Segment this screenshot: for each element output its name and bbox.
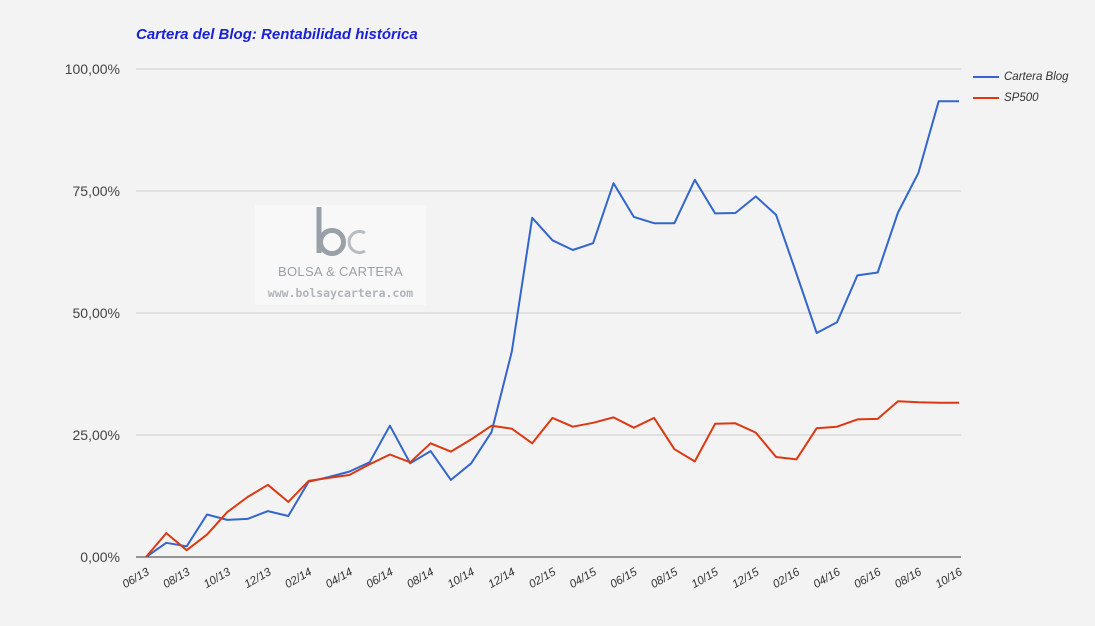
x-tick-labels: 06/13 08/13 10/13 12/13 02/14 04/14 06/14 08/14… [121, 566, 965, 591]
x-tick-label: 04/15 [568, 566, 599, 591]
x-tick-label: 06/13 [121, 566, 152, 591]
legend-label-cartera-blog: Cartera Blog [1004, 70, 1069, 83]
watermark-url: www.bolsaycartera.com [267, 286, 414, 300]
x-tick-label: 10/16 [934, 566, 965, 591]
y-tick-labels: 0,00% 25,00% 50,00% 75,00% 100,00% [65, 61, 120, 565]
x-tick-label: 06/15 [608, 566, 639, 591]
legend: Cartera Blog SP500 [973, 66, 1069, 108]
x-tick-label: 08/13 [161, 566, 192, 591]
y-tick-label: 25,00% [73, 427, 120, 443]
series-line-cartera-blog[interactable] [145, 100, 959, 558]
legend-item-cartera-blog[interactable]: Cartera Blog [973, 66, 1069, 87]
x-tick-label: 06/14 [364, 566, 395, 591]
watermark-name: BOLSA & CARTERA [278, 264, 403, 279]
x-tick-label: 02/16 [771, 566, 802, 591]
x-tick-label: 10/13 [202, 566, 233, 591]
x-tick-label: 04/16 [812, 566, 843, 591]
x-tick-label: 04/14 [324, 566, 355, 591]
y-tick-label: 0,00% [80, 549, 120, 565]
gridlines [136, 68, 961, 558]
y-tick-label: 50,00% [73, 305, 120, 321]
x-tick-label: 12/15 [730, 566, 761, 591]
x-tick-label: 02/15 [527, 566, 558, 591]
series-line-sp500[interactable] [145, 400, 959, 558]
x-tick-label: 08/15 [649, 566, 680, 591]
y-tick-label: 100,00% [65, 61, 120, 77]
y-tick-label: 75,00% [73, 183, 120, 199]
legend-swatch-sp500 [973, 96, 999, 99]
series-lines [145, 100, 959, 558]
legend-swatch-cartera-blog [973, 75, 999, 78]
x-tick-label: 02/14 [283, 566, 314, 591]
x-tick-label: 08/14 [405, 566, 436, 591]
x-tick-label: 10/15 [690, 566, 721, 591]
chart-title: Cartera del Blog: Rentabilidad histórica [136, 26, 418, 43]
watermark-logo [316, 207, 366, 256]
watermark: BOLSA & CARTERA www.bolsaycartera.com [255, 205, 426, 305]
x-tick-label: 12/14 [486, 566, 517, 591]
legend-item-sp500[interactable]: SP500 [973, 87, 1069, 108]
x-tick-label: 06/16 [852, 566, 883, 591]
legend-label-sp500: SP500 [1004, 91, 1039, 104]
x-tick-label: 08/16 [893, 566, 924, 591]
x-tick-label: 10/14 [446, 566, 477, 591]
x-tick-label: 12/13 [243, 566, 274, 591]
